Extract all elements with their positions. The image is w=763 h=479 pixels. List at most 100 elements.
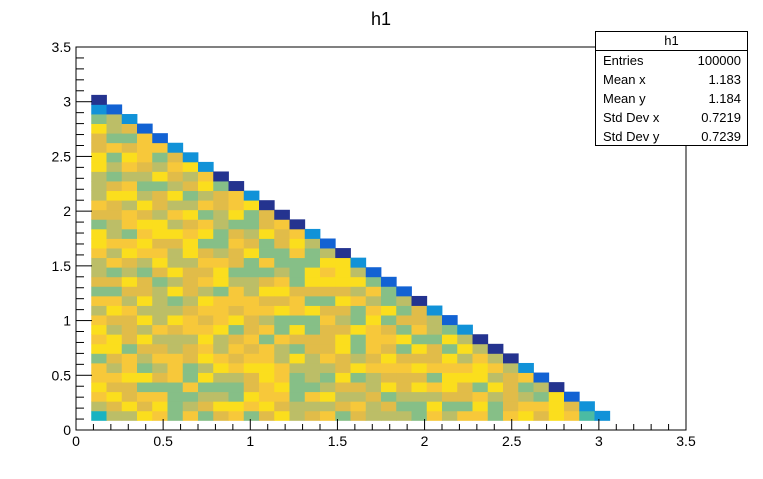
heatmap-cell xyxy=(274,238,290,249)
heatmap-cell xyxy=(152,276,168,287)
heatmap-cell xyxy=(106,171,123,182)
heatmap-cell xyxy=(259,324,275,335)
heatmap-cell xyxy=(106,219,123,230)
heatmap-cell xyxy=(426,391,443,402)
heatmap-cell xyxy=(259,401,275,412)
heatmap-cell xyxy=(243,305,260,316)
heatmap-cell xyxy=(396,286,412,297)
heatmap-cell xyxy=(320,401,336,412)
heatmap-cell xyxy=(472,391,489,402)
heatmap-cell xyxy=(137,257,153,268)
heatmap-cell xyxy=(137,152,153,163)
heatmap-cell xyxy=(137,181,153,192)
heatmap-cell xyxy=(228,391,245,402)
heatmap-cell xyxy=(121,315,138,326)
heatmap-cell xyxy=(243,200,260,211)
stats-label: Mean y xyxy=(603,91,646,106)
heatmap-cell xyxy=(350,334,367,345)
heatmap-cell xyxy=(365,276,382,287)
heatmap-cell xyxy=(274,315,290,326)
heatmap-cell xyxy=(274,286,290,297)
heatmap-cell xyxy=(106,410,123,421)
x-tick-label: 1 xyxy=(246,433,254,449)
stats-value: 1.183 xyxy=(708,72,741,87)
heatmap-cell xyxy=(274,295,290,306)
heatmap-cell xyxy=(198,219,214,230)
heatmap-cell xyxy=(137,142,153,153)
heatmap-cell xyxy=(289,238,306,249)
heatmap-cell xyxy=(137,161,153,172)
heatmap-cell xyxy=(167,171,184,182)
heatmap-cell xyxy=(137,334,153,345)
heatmap-cell xyxy=(198,410,214,421)
heatmap-cell xyxy=(335,401,351,412)
heatmap-cell xyxy=(289,219,306,230)
heatmap-cell xyxy=(442,362,458,373)
heatmap-cell xyxy=(320,362,336,373)
heatmap-cell xyxy=(121,382,138,393)
heatmap-cell xyxy=(152,248,168,259)
heatmap-cell xyxy=(487,353,504,364)
heatmap-cell xyxy=(167,181,184,192)
heatmap-cell xyxy=(304,382,321,393)
x-tick-label: 2.5 xyxy=(502,433,522,449)
heatmap-cell xyxy=(320,305,336,316)
heatmap-cell xyxy=(91,171,107,182)
heatmap-cell xyxy=(167,305,184,316)
heatmap-cell xyxy=(152,267,168,278)
heatmap-cell xyxy=(426,324,443,335)
heatmap-cell xyxy=(213,190,229,201)
heatmap-cell xyxy=(350,267,367,278)
heatmap-cell xyxy=(396,401,412,412)
x-tick-label: 0 xyxy=(72,433,80,449)
heatmap-cell xyxy=(228,209,245,220)
heatmap-cell xyxy=(106,324,123,335)
heatmap-cell xyxy=(457,343,473,354)
heatmap-cell xyxy=(579,410,595,421)
heatmap-cell xyxy=(167,161,184,172)
heatmap-cell xyxy=(289,334,306,345)
heatmap-cell xyxy=(106,200,123,211)
heatmap-cell xyxy=(137,324,153,335)
heatmap-cell xyxy=(350,286,367,297)
heatmap-cell xyxy=(152,152,168,163)
heatmap-cell xyxy=(198,257,214,268)
heatmap-cell xyxy=(152,181,168,192)
heatmap-cell xyxy=(396,343,412,354)
heatmap-cell xyxy=(121,190,138,201)
heatmap-cell xyxy=(243,362,260,373)
heatmap-cell xyxy=(274,228,290,239)
heatmap-cell xyxy=(137,133,153,144)
heatmap-cell xyxy=(198,315,214,326)
heatmap-cell xyxy=(106,382,123,393)
heatmap-cell xyxy=(320,257,336,268)
plot-frame xyxy=(75,46,687,431)
heatmap-cell xyxy=(548,391,565,402)
heatmap-cell xyxy=(289,315,306,326)
heatmap-cell xyxy=(304,276,321,287)
heatmap-cell xyxy=(213,248,229,259)
heatmap-cell xyxy=(152,286,168,297)
heatmap-cells xyxy=(91,94,611,421)
heatmap-cell xyxy=(152,228,168,239)
heatmap-cell xyxy=(198,171,214,182)
heatmap-cell xyxy=(259,372,275,383)
heatmap-cell xyxy=(137,362,153,373)
heatmap-cell xyxy=(137,286,153,297)
heatmap-cell xyxy=(304,343,321,354)
heatmap-cell xyxy=(274,219,290,230)
heatmap-cell xyxy=(182,401,199,412)
heatmap-cell xyxy=(274,401,290,412)
heatmap-cell xyxy=(274,372,290,383)
heatmap-cell xyxy=(320,334,336,345)
heatmap-cell xyxy=(213,362,229,373)
heatmap-cell xyxy=(304,372,321,383)
heatmap-cell xyxy=(564,401,580,412)
heatmap-cell xyxy=(182,200,199,211)
heatmap-cell xyxy=(304,362,321,373)
heatmap-cell xyxy=(259,410,275,421)
heatmap-cell xyxy=(243,343,260,354)
heatmap-cell xyxy=(106,343,123,354)
heatmap-cell xyxy=(442,382,458,393)
heatmap-cell xyxy=(243,190,260,201)
